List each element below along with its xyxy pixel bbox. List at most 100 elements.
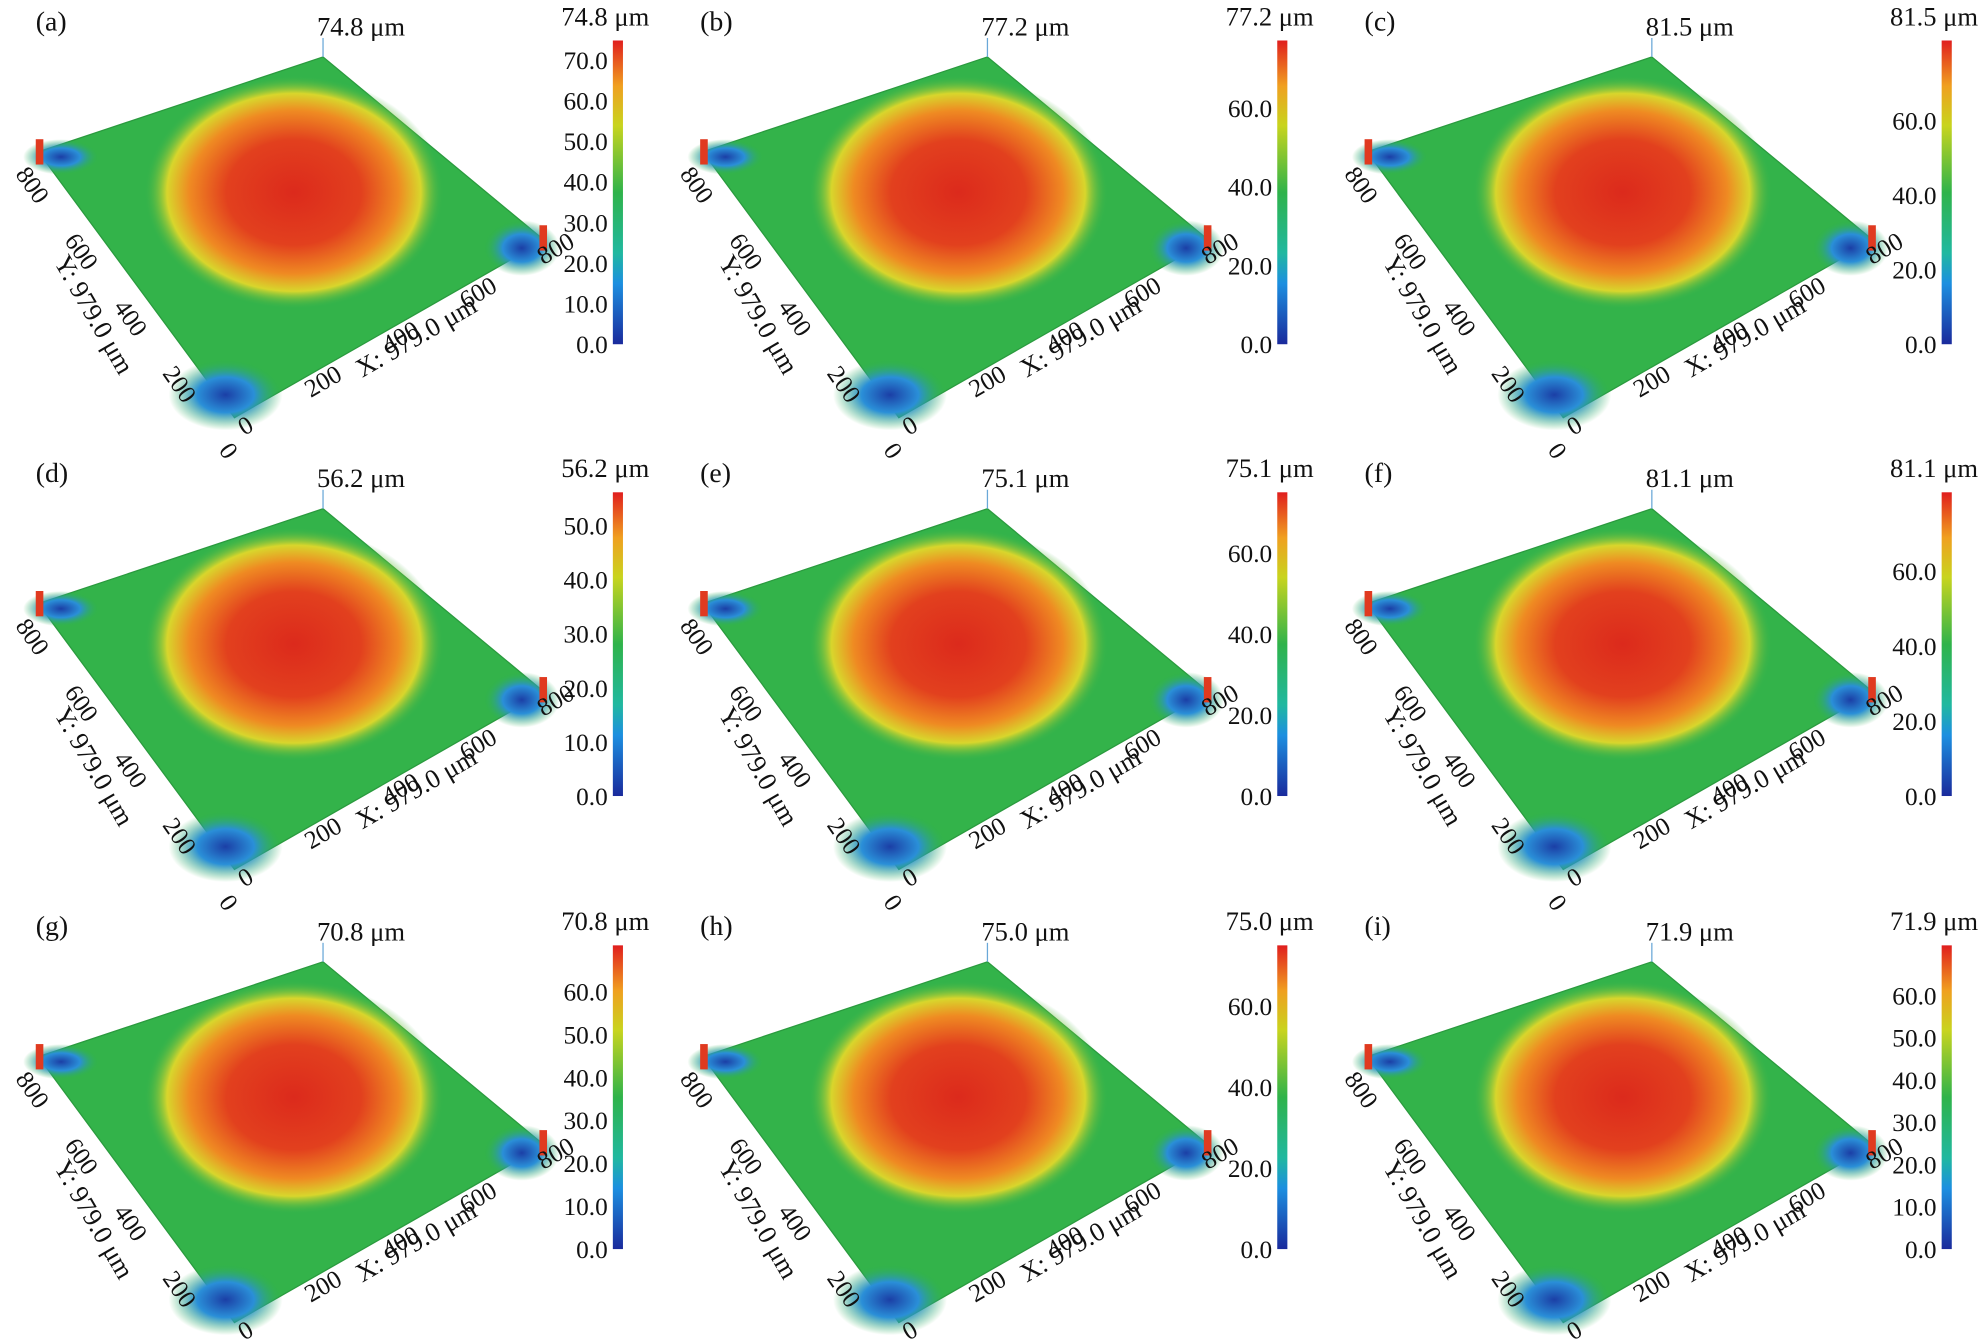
peak-label: 77.2 μm — [981, 11, 1069, 41]
peak-label: 74.8 μm — [317, 11, 405, 41]
colorbar-title: 81.5 μm — [1890, 1, 1978, 31]
colorbar-tick-label: 40.0 — [1892, 182, 1936, 210]
colorbar-tick-label: 60.0 — [1228, 993, 1272, 1021]
panel-label: (c) — [1365, 6, 1396, 37]
dome — [1473, 75, 1773, 309]
colorbar-tick-label: 70.0 — [563, 47, 607, 75]
colorbar — [1277, 40, 1288, 345]
surface-edge — [833, 359, 947, 431]
colorbar — [612, 945, 623, 1250]
peak-label: 81.5 μm — [1646, 11, 1734, 41]
y-tick-label: 0 — [878, 890, 908, 916]
colorbar-tick-label: 20.0 — [1892, 257, 1936, 285]
surface-edge — [1497, 811, 1612, 883]
colorbar-tick-label: 30.0 — [1892, 1109, 1936, 1137]
colorbar-tick-label: 20.0 — [563, 1150, 607, 1178]
axis-marker — [700, 591, 708, 617]
panel-label: (h) — [700, 911, 732, 942]
colorbar-tick-label: 40.0 — [1892, 1067, 1936, 1095]
dome — [808, 527, 1108, 761]
dome — [144, 980, 444, 1214]
peak-label: 71.9 μm — [1646, 916, 1734, 946]
colorbar-tick-label: 0.0 — [1905, 783, 1937, 811]
colorbar-tick-label: 10.0 — [563, 290, 607, 318]
peak-label: 56.2 μm — [317, 463, 405, 493]
colorbar-tick-label: 40.0 — [1228, 621, 1272, 649]
axis-marker — [1868, 677, 1876, 703]
colorbar-tick-label: 0.0 — [1241, 783, 1273, 811]
axis-marker — [700, 1044, 708, 1070]
colorbar — [1277, 945, 1288, 1250]
colorbar-title: 75.1 μm — [1226, 453, 1314, 483]
peak-label: 75.1 μm — [981, 463, 1069, 493]
colorbar-title: 70.8 μm — [561, 906, 649, 936]
axis-marker — [539, 225, 548, 251]
colorbar — [1941, 492, 1952, 797]
axis-marker — [35, 139, 44, 165]
axis-marker — [1364, 591, 1373, 617]
colorbar-tick-label: 20.0 — [1228, 1155, 1272, 1183]
surface-edge — [168, 359, 283, 431]
colorbar-tick-label: 60.0 — [1892, 558, 1936, 586]
colorbar — [1941, 945, 1952, 1250]
dome — [144, 75, 444, 309]
colorbar-tick-label: 40.0 — [1228, 174, 1272, 202]
colorbar-title: 71.9 μm — [1890, 906, 1978, 936]
surface-edge — [1497, 1264, 1612, 1336]
colorbar-tick-label: 50.0 — [1892, 1025, 1936, 1053]
colorbar-tick-label: 0.0 — [576, 1236, 608, 1264]
y-tick-label: 0 — [878, 438, 908, 464]
panel-label: (g) — [36, 911, 68, 942]
axis-marker — [1364, 139, 1373, 165]
colorbar-title: 74.8 μm — [561, 1, 649, 31]
peak-label: 70.8 μm — [317, 916, 405, 946]
dome — [808, 980, 1108, 1214]
colorbar-tick-label: 20.0 — [563, 250, 607, 278]
colorbar-tick-label: 0.0 — [576, 783, 608, 811]
axis-marker — [539, 1130, 548, 1156]
colorbar-tick-label: 50.0 — [563, 513, 607, 541]
panel-label: (i) — [1365, 911, 1391, 942]
peak-label: 81.1 μm — [1646, 463, 1734, 493]
axis-marker — [35, 1044, 44, 1070]
y-tick-label: 0 — [213, 890, 243, 916]
colorbar-tick-label: 60.0 — [563, 87, 607, 115]
colorbar-tick-label: 60.0 — [1892, 107, 1936, 135]
surface-edge — [1497, 359, 1612, 431]
dome — [808, 75, 1108, 309]
dome — [1473, 980, 1773, 1214]
axis-marker — [1203, 677, 1212, 703]
colorbar-tick-label: 40.0 — [1228, 1074, 1272, 1102]
colorbar-title: 75.0 μm — [1226, 906, 1314, 936]
colorbar-tick-label: 50.0 — [563, 1021, 607, 1049]
colorbar-tick-label: 40.0 — [563, 567, 607, 595]
colorbar-tick-label: 20.0 — [1892, 1151, 1936, 1179]
colorbar-tick-label: 0.0 — [576, 331, 608, 359]
colorbar-tick-label: 30.0 — [563, 209, 607, 237]
surface-edge — [833, 1264, 947, 1336]
dome — [1473, 527, 1773, 761]
colorbar-tick-label: 60.0 — [1228, 540, 1272, 568]
colorbar-tick-label: 40.0 — [1892, 633, 1936, 661]
y-tick-label: 0 — [1542, 890, 1572, 916]
colorbar-tick-label: 0.0 — [1241, 331, 1273, 359]
surface-edge — [168, 811, 283, 883]
panel-label: (e) — [700, 458, 731, 489]
colorbar-tick-label: 40.0 — [563, 169, 607, 197]
colorbar-tick-label: 40.0 — [563, 1064, 607, 1092]
colorbar-tick-label: 10.0 — [563, 729, 607, 757]
panel-label: (f) — [1365, 458, 1393, 489]
axis-marker — [1203, 1130, 1212, 1156]
axis-marker — [1868, 1130, 1876, 1156]
colorbar-tick-label: 0.0 — [1905, 331, 1937, 359]
axis-marker — [35, 591, 44, 617]
